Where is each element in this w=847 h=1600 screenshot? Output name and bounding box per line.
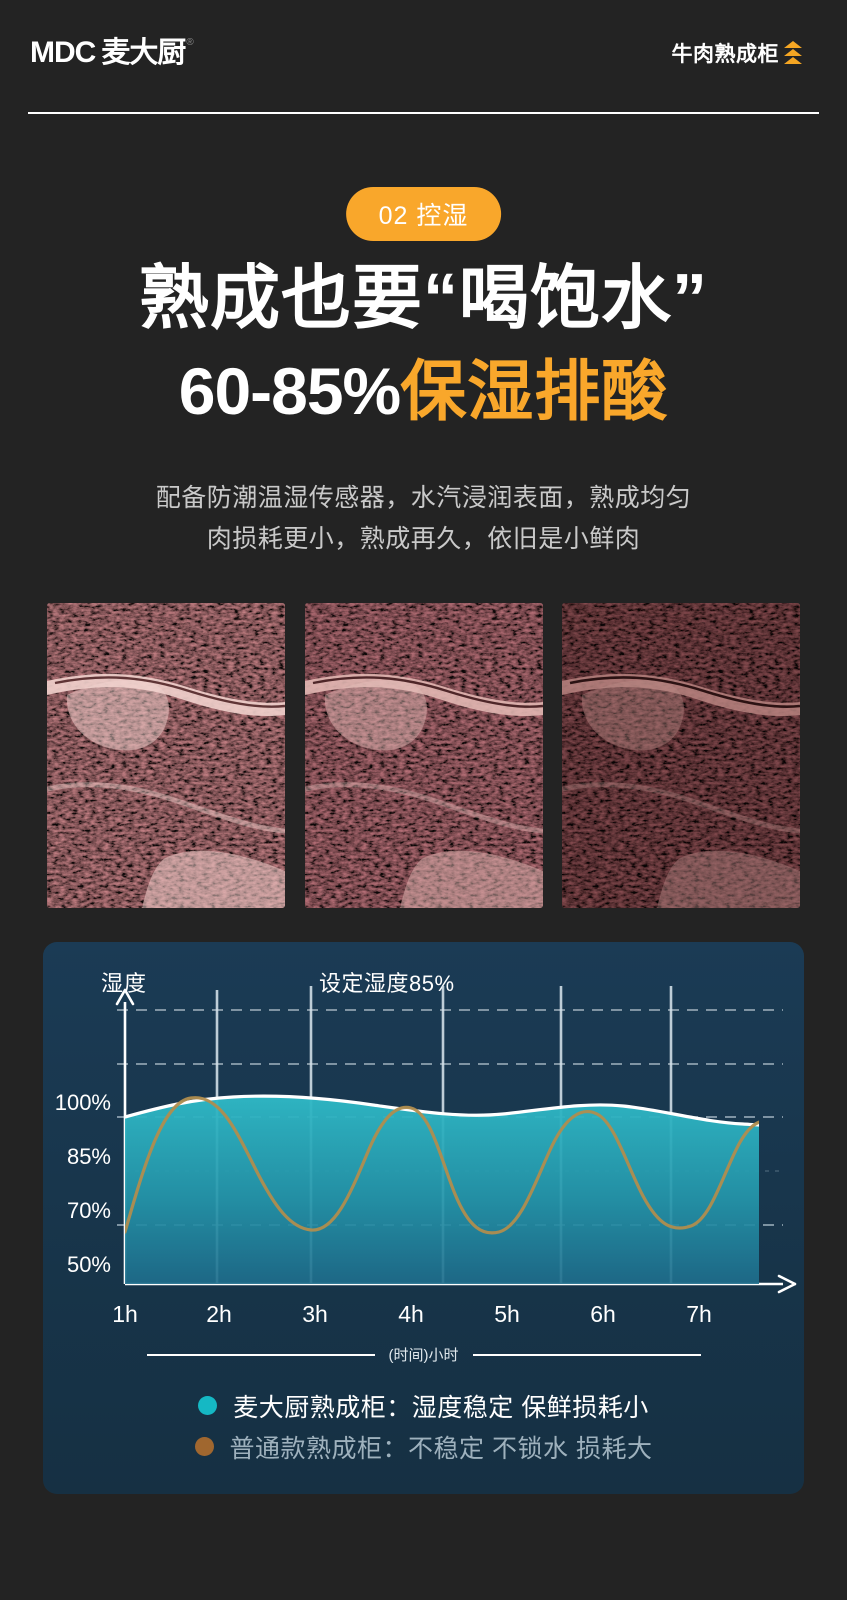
beef-image-gallery xyxy=(47,603,800,908)
chart-setpoint-annotation: 设定湿度85% xyxy=(319,971,455,996)
legend-label-mdc: 麦大厨熟成柜：湿度稳定 保鲜损耗小 xyxy=(233,1393,649,1422)
beef-image-light xyxy=(47,603,285,908)
logo-mdc-text: MDC xyxy=(30,35,96,69)
brand-logo: MDC 麦大厨 ® xyxy=(30,36,194,70)
chart-x-axis-title: (时间)小时 xyxy=(388,1347,459,1364)
beef-image-medium xyxy=(304,603,543,908)
beef-image-dark xyxy=(562,603,800,908)
subtitle-line-2: 肉损耗更小，熟成再久，依旧是小鲜肉 xyxy=(206,525,641,553)
page-header: MDC 麦大厨 ® 牛肉熟成柜 xyxy=(0,0,847,105)
legend-dot-ordinary xyxy=(194,1437,214,1456)
subtitle-line-1: 配备防潮温湿传感器，水汽浸润表面，熟成均匀 xyxy=(155,484,692,512)
subtitle-block: 配备防潮温湿传感器，水汽浸润表面，熟成均匀 肉损耗更小，熟成再久，依旧是小鲜肉 xyxy=(0,478,847,560)
svg-text:50%: 50% xyxy=(67,1252,111,1277)
chevron-up-triple-icon xyxy=(784,41,802,64)
svg-text:70%: 70% xyxy=(67,1198,111,1223)
chart-x-axis-caption: (时间)小时 xyxy=(43,1344,804,1365)
logo-chinese-text: 麦大厨 xyxy=(101,36,186,69)
svg-text:85%: 85% xyxy=(67,1144,111,1169)
product-title: 牛肉熟成柜 xyxy=(671,42,779,66)
headline-primary: 熟成也要“喝饱水” xyxy=(139,259,708,337)
headline-secondary: 60-85%保湿排酸 xyxy=(0,352,847,430)
headline-highlight: 保湿排酸 xyxy=(400,354,669,428)
chart-y-tick-labels: 100% 85% 70% 50% xyxy=(55,1090,111,1277)
humidity-chart-card: 湿度 设定湿度85% xyxy=(43,942,804,1494)
legend-item-mdc: 麦大厨熟成柜：湿度稳定 保鲜损耗小 xyxy=(43,1385,804,1426)
svg-text:100%: 100% xyxy=(55,1090,111,1115)
caption-rule-left xyxy=(146,1353,375,1356)
chart-series-mdc xyxy=(125,1094,759,1284)
section-badge: 02 控湿 xyxy=(345,187,502,241)
header-product-label: 牛肉熟成柜 xyxy=(671,38,802,68)
legend-label-ordinary: 普通款熟成柜：不稳定 不锁水 损耗大 xyxy=(229,1434,653,1463)
legend-dot-mdc xyxy=(198,1396,218,1415)
humidity-chart-svg: 100% 85% 70% 50% xyxy=(55,986,797,1294)
chart-series-ordinary xyxy=(125,1096,759,1235)
legend-item-ordinary: 普通款熟成柜：不稳定 不锁水 损耗大 xyxy=(43,1426,804,1467)
chart-legend: 麦大厨熟成柜：湿度稳定 保鲜损耗小 普通款熟成柜：不稳定 不锁水 损耗大 xyxy=(43,1385,804,1467)
header-divider xyxy=(28,112,819,114)
headline-range: 60-85% xyxy=(178,354,401,428)
trademark-icon: ® xyxy=(186,36,194,48)
caption-rule-right xyxy=(472,1353,701,1356)
